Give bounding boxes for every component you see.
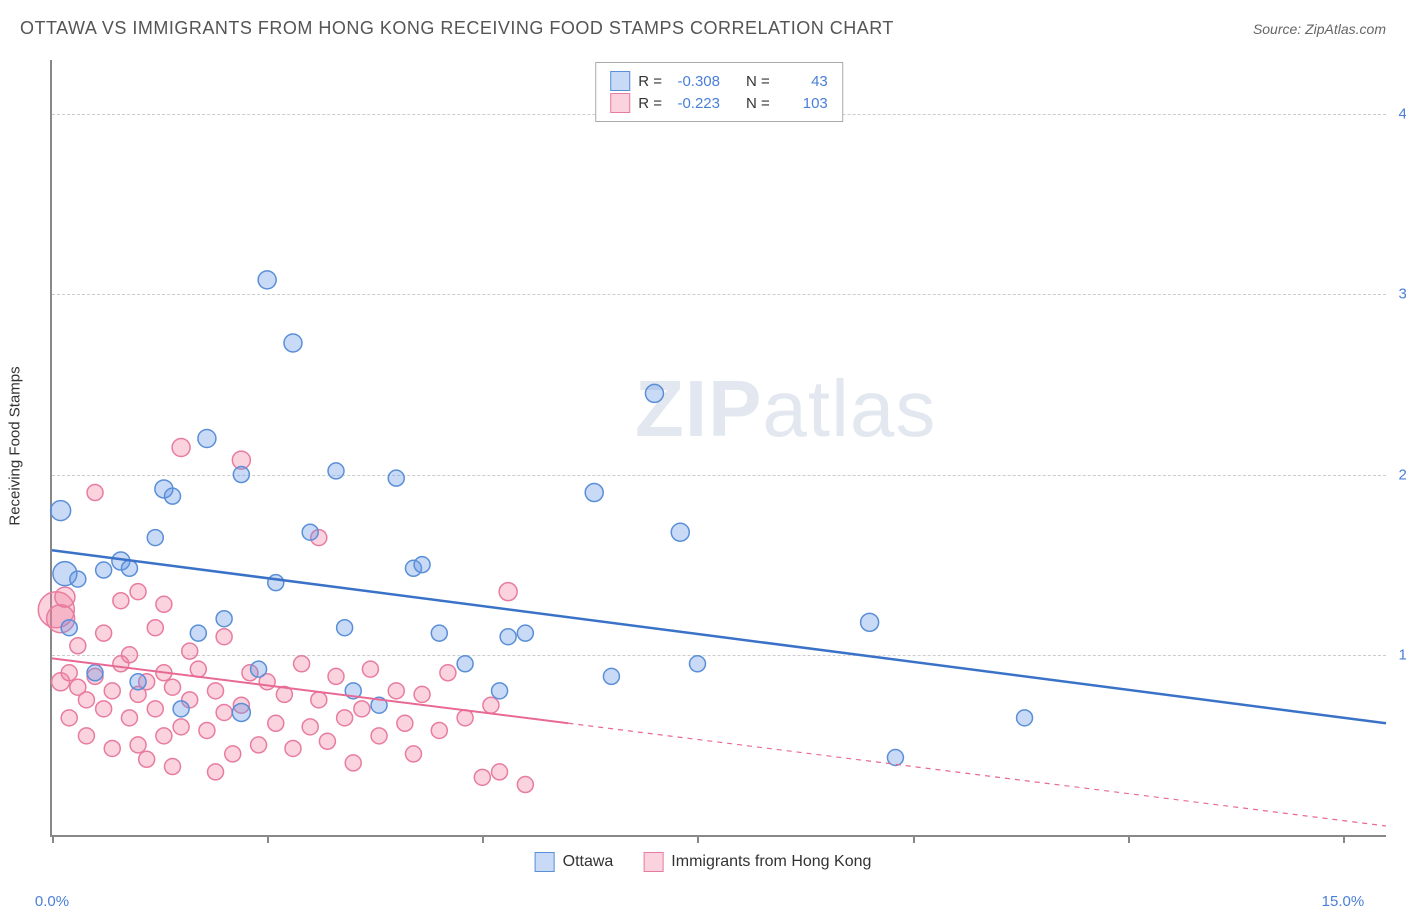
n-label: N = xyxy=(746,73,770,90)
stats-legend: R = -0.308 N = 43 R = -0.223 N = 103 xyxy=(595,62,843,122)
x-tick-label: 15.0% xyxy=(1322,893,1365,910)
series-legend: Ottawa Immigrants from Hong Kong xyxy=(535,852,872,872)
swatch-hongkong xyxy=(643,852,663,872)
swatch-ottawa xyxy=(535,852,555,872)
x-tick-label: 0.0% xyxy=(35,893,69,910)
legend-item-hongkong: Immigrants from Hong Kong xyxy=(643,852,871,872)
swatch-ottawa xyxy=(610,71,630,91)
chart-title: OTTAWA VS IMMIGRANTS FROM HONG KONG RECE… xyxy=(20,18,894,39)
hongkong-r-value: -0.223 xyxy=(670,95,720,112)
swatch-hongkong xyxy=(610,93,630,113)
scatter-svg xyxy=(52,60,1386,835)
y-tick-label: 30.0% xyxy=(1391,286,1406,303)
legend-label-hongkong: Immigrants from Hong Kong xyxy=(671,853,871,871)
r-label: R = xyxy=(638,95,662,112)
legend-label-ottawa: Ottawa xyxy=(563,853,614,871)
stats-row-hongkong: R = -0.223 N = 103 xyxy=(610,93,828,113)
header: OTTAWA VS IMMIGRANTS FROM HONG KONG RECE… xyxy=(20,18,1386,39)
ottawa-n-value: 43 xyxy=(778,73,828,90)
hongkong-n-value: 103 xyxy=(778,95,828,112)
y-axis-title: Receiving Food Stamps xyxy=(7,366,24,525)
y-tick-label: 40.0% xyxy=(1391,106,1406,123)
n-label: N = xyxy=(746,95,770,112)
source-label: Source: ZipAtlas.com xyxy=(1253,21,1386,37)
ottawa-r-value: -0.308 xyxy=(670,73,720,90)
r-label: R = xyxy=(638,73,662,90)
legend-item-ottawa: Ottawa xyxy=(535,852,614,872)
y-tick-label: 20.0% xyxy=(1391,466,1406,483)
chart-plot-area: ZIPatlas 10.0%20.0%30.0%40.0% R = -0.308… xyxy=(50,60,1386,837)
y-tick-label: 10.0% xyxy=(1391,646,1406,663)
stats-row-ottawa: R = -0.308 N = 43 xyxy=(610,71,828,91)
